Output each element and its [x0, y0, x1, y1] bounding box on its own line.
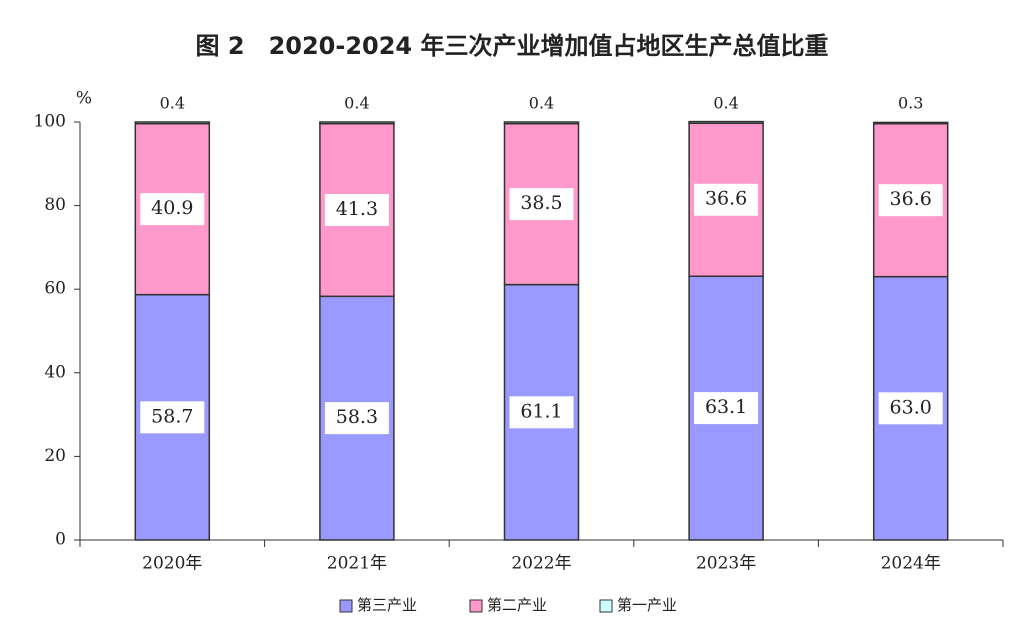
- y-axis-label: %: [76, 89, 92, 109]
- label-box: [140, 193, 205, 226]
- label-box: [878, 184, 943, 217]
- value-label: 0.4: [529, 94, 554, 113]
- chart-title: 图 2 2020-2024 年三次产业增加值占地区生产总值比重: [196, 32, 829, 60]
- x-tick-label: 2021年: [327, 554, 387, 574]
- label-box: [324, 193, 389, 226]
- label-box: [140, 401, 205, 434]
- legend-swatch: [469, 599, 483, 613]
- label-box: [694, 392, 759, 425]
- legend-label: 第三产业: [357, 596, 417, 614]
- value-label: 61.1: [520, 400, 562, 422]
- label-box: [878, 392, 943, 425]
- y-tick-label: 100: [34, 112, 66, 132]
- label-box: [509, 188, 574, 221]
- y-tick-label: 20: [44, 446, 66, 466]
- x-tick-label: 2022年: [511, 554, 571, 574]
- bar-segment: [134, 121, 211, 125]
- bar-segment: [688, 120, 764, 125]
- legend-swatch: [339, 599, 353, 613]
- y-tick-label: 40: [44, 362, 66, 382]
- value-label: 63.0: [890, 396, 932, 418]
- value-label: 0.4: [160, 94, 185, 113]
- bar-segment: [319, 121, 395, 125]
- x-tick-label: 2023年: [696, 554, 756, 574]
- label-box: [509, 396, 574, 429]
- value-label: 40.9: [151, 197, 193, 219]
- value-label: 0.3: [898, 94, 923, 113]
- y-tick-label: 80: [44, 195, 66, 215]
- bar-segment: [872, 121, 949, 125]
- value-label: 0.4: [713, 94, 738, 113]
- value-label: 0.4: [344, 94, 369, 113]
- legend-label: 第一产业: [617, 596, 677, 614]
- value-label: 38.5: [520, 192, 562, 214]
- x-tick-label: 2024年: [881, 554, 941, 574]
- value-label: 58.3: [336, 406, 378, 428]
- value-label: 36.6: [705, 188, 747, 210]
- y-tick-label: 0: [55, 530, 66, 550]
- bar-segment: [503, 121, 580, 125]
- y-tick-label: 60: [44, 279, 66, 299]
- legend-label: 第二产业: [487, 596, 547, 614]
- value-label: 36.6: [890, 188, 932, 210]
- legend-swatch: [599, 599, 613, 613]
- value-label: 58.7: [151, 405, 193, 427]
- label-box: [324, 402, 389, 435]
- value-label: 41.3: [336, 198, 378, 220]
- x-tick-label: 2020年: [142, 554, 202, 574]
- value-label: 63.1: [705, 396, 747, 418]
- label-box: [694, 183, 759, 216]
